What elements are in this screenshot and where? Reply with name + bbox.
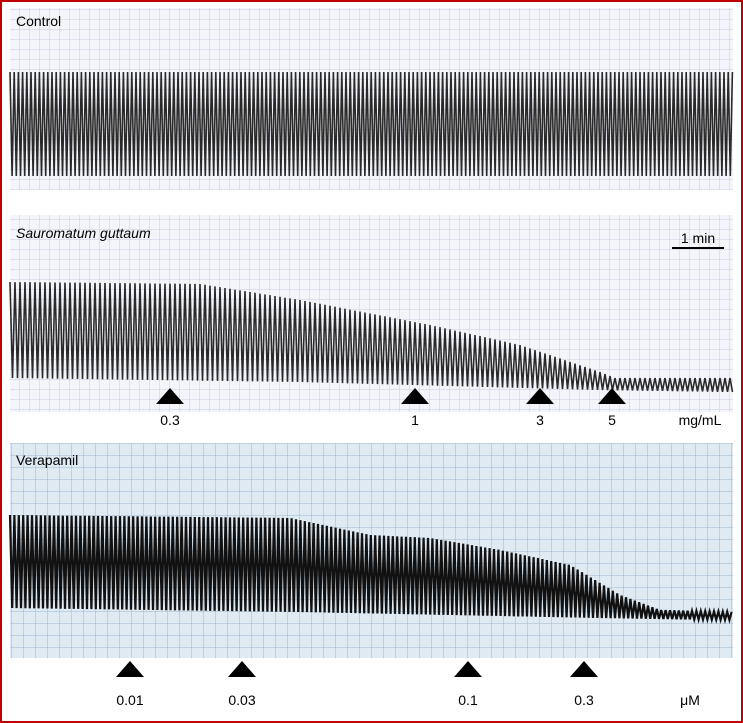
dose-label: 0.3: [574, 692, 594, 708]
dose-label: 5: [608, 412, 616, 428]
panel-label: Sauromatum guttaum: [16, 225, 151, 241]
scale-bar-label: 1 min: [681, 230, 715, 246]
dose-label: 1: [411, 412, 419, 428]
panel-label: Control: [16, 13, 61, 29]
dose-label: 0.03: [228, 692, 255, 708]
figure: Control Sauromatum guttaum Verapamil 1 m…: [0, 0, 743, 723]
dose-label: 3: [536, 412, 544, 428]
dose-label: 0.3: [160, 412, 180, 428]
unit-label: μM: [680, 692, 700, 708]
panel-label: Verapamil: [16, 452, 78, 468]
dose-label: 0.1: [458, 692, 478, 708]
unit-label: mg/mL: [679, 412, 722, 428]
dose-label: 0.01: [116, 692, 143, 708]
